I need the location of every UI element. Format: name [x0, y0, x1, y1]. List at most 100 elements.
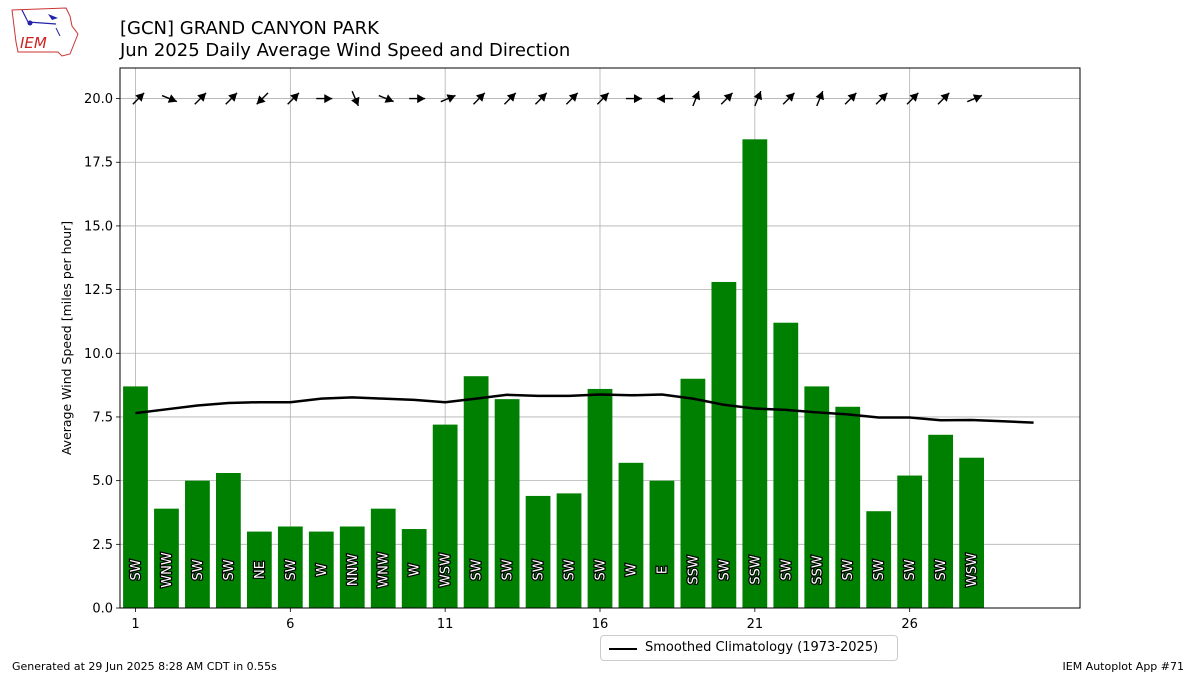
bar-day-15: [556, 493, 582, 608]
wind-arrow-day-28: [966, 94, 983, 103]
direction-label-day-8: NNW: [346, 554, 361, 586]
direction-label-day-24: SW: [841, 559, 856, 580]
bar-day-6: [277, 526, 303, 608]
wind-arrow-day-12: [472, 92, 486, 105]
bar-day-9: [370, 508, 396, 608]
direction-label-day-16: SW: [594, 559, 609, 580]
bar-day-11: [432, 424, 458, 608]
x-tick-label: 16: [592, 617, 609, 632]
direction-label-day-2: WNW: [160, 552, 175, 588]
generated-timestamp: Generated at 29 Jun 2025 8:28 AM CDT in …: [12, 660, 277, 673]
wind-arrow-day-13: [503, 92, 517, 105]
direction-label-day-15: SW: [563, 559, 578, 580]
wind-arrow-day-26: [906, 92, 919, 105]
wind-arrow-day-2: [161, 94, 178, 103]
wind-arrow-day-23: [815, 90, 824, 107]
wind-arrows: [132, 90, 983, 107]
direction-label-day-28: WSW: [965, 553, 980, 587]
y-tick-label: 2.5: [92, 538, 113, 553]
axes: 0.02.55.07.510.012.515.017.520.01 6 11 16 21…: [84, 67, 1081, 632]
wind-arrow-day-11: [440, 94, 456, 103]
chart-subtitle: Jun 2025 Daily Average Wind Speed and Di…: [120, 40, 571, 61]
bar-day-12: [463, 376, 489, 608]
bar-day-5: [246, 531, 272, 608]
bar-day-2: [154, 508, 179, 608]
bar-day-17: [618, 462, 644, 608]
direction-label-day-13: SW: [501, 559, 516, 580]
x-tick-label: 6: [286, 617, 294, 632]
y-tick-label: 5.0: [92, 474, 113, 489]
y-tick-label: 7.5: [92, 410, 113, 425]
climatology-series-line: [135, 393, 1034, 424]
plot-frame: [119, 67, 1081, 609]
wind-arrow-day-18: [656, 94, 673, 104]
wind-arrow-day-4: [225, 92, 238, 105]
bar-day-26: [897, 475, 923, 608]
wind-arrow-day-22: [782, 92, 795, 105]
bar-day-24: [835, 406, 861, 608]
bar-day-16: [587, 388, 613, 608]
bar-day-23: [804, 386, 830, 608]
direction-label-day-11: WSW: [439, 553, 454, 587]
bar-day-22: [773, 322, 799, 608]
wind-arrow-day-20: [720, 92, 734, 105]
bar-day-1: [123, 386, 148, 608]
wind-arrow-day-25: [875, 92, 888, 105]
bar-day-14: [525, 495, 551, 608]
wind-arrow-day-6: [287, 92, 300, 105]
y-tick-label: 10.0: [84, 347, 113, 362]
climatology-line: [135, 393, 1034, 424]
direction-label-day-17: W: [624, 563, 639, 576]
wind-arrow-day-14: [534, 92, 548, 105]
direction-label-day-5: NE: [253, 561, 268, 579]
y-tick-label: 17.5: [84, 156, 113, 171]
bar-day-28: [959, 457, 984, 608]
bar-day-25: [866, 511, 892, 608]
bar-day-3: [185, 480, 210, 608]
bar-day-18: [649, 480, 675, 608]
direction-label-day-25: SW: [872, 559, 887, 580]
legend-label: Smoothed Climatology (1973-2025): [645, 640, 879, 655]
direction-label-day-19: SSW: [686, 555, 701, 585]
direction-label-day-27: SW: [934, 559, 949, 580]
bar-series: [123, 139, 984, 609]
chart-title: [GCN] GRAND CANYON PARK: [120, 18, 379, 39]
bar-day-4: [216, 473, 241, 608]
wind-arrow-day-3: [194, 92, 207, 105]
direction-label-day-3: SW: [191, 559, 206, 580]
direction-label-day-1: SW: [129, 559, 144, 580]
direction-label-day-22: SW: [779, 559, 794, 580]
wind-arrow-day-19: [691, 90, 701, 107]
bar-day-20: [711, 281, 737, 608]
direction-label-day-4: SW: [222, 559, 237, 580]
chart-legend: Smoothed Climatology (1973-2025): [600, 635, 898, 661]
wind-arrow-day-10: [409, 94, 426, 104]
direction-label-day-23: SSW: [810, 555, 825, 585]
wind-arrow-day-21: [753, 90, 763, 107]
direction-label-day-18: E: [655, 566, 670, 574]
wind-arrow-day-9: [378, 94, 394, 103]
direction-labels: SW WNW SW SW NE SW W NNW WNW W WSW SW SW SW SW SW W E SSW S…: [128, 551, 982, 589]
direction-label-day-26: SW: [903, 559, 918, 580]
direction-label-day-7: W: [315, 563, 330, 576]
legend-line-swatch: [609, 648, 637, 650]
wind-arrow-day-24: [844, 92, 857, 105]
app-label: IEM Autoplot App #71: [1062, 660, 1185, 673]
wind-arrow-day-8: [351, 90, 360, 107]
y-tick-label: 0.0: [92, 602, 113, 617]
y-axis-label: Average Wind Speed [miles per hour]: [59, 221, 74, 455]
direction-label-day-6: SW: [284, 559, 299, 580]
direction-label-day-9: WNW: [377, 552, 392, 588]
direction-label-day-12: SW: [470, 559, 485, 580]
wind-arrow-day-17: [625, 94, 642, 104]
iem-logo-text: IEM: [20, 34, 47, 52]
wind-arrow-day-5: [256, 92, 269, 105]
iem-logo: IEM: [11, 7, 79, 57]
wind-arrow-day-15: [565, 92, 579, 105]
bar-day-13: [494, 399, 520, 608]
x-tick-label: 11: [437, 617, 454, 632]
bar-day-27: [928, 434, 954, 608]
direction-label-day-20: SW: [717, 559, 732, 580]
wind-arrow-day-1: [132, 92, 145, 105]
